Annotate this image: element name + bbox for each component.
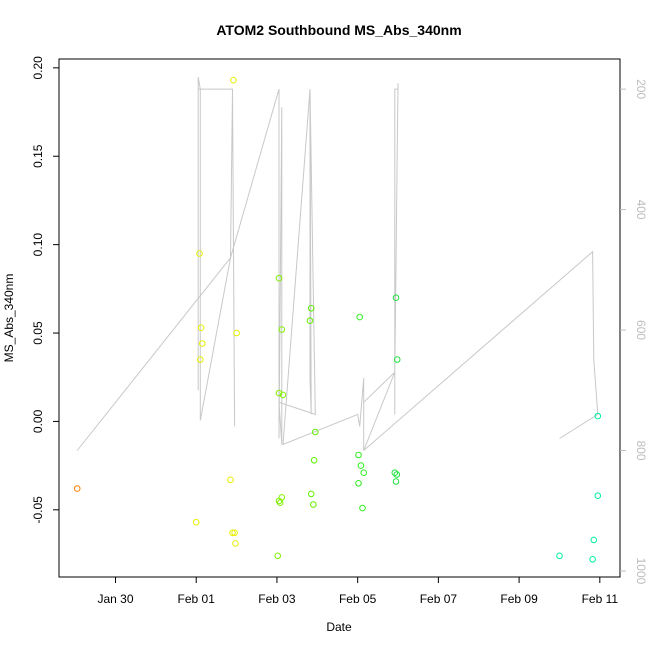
- plot-frame: [58, 58, 621, 578]
- data-point-6: [227, 476, 234, 484]
- data-point-3: [197, 324, 205, 332]
- data-point-13: [278, 326, 286, 333]
- data-point-2: [196, 250, 203, 257]
- y2-tick-label-4: 1000: [634, 558, 648, 585]
- x-axis-label: Date: [326, 620, 352, 634]
- data-point-11: [233, 329, 240, 337]
- y-tick-label-5: 0.20: [31, 56, 45, 80]
- y2-tick-label-3: 800: [634, 440, 648, 460]
- data-point-23: [310, 457, 318, 464]
- data-point-18: [278, 494, 286, 501]
- x-tick-label-0: Jan 30: [97, 592, 133, 606]
- data-point-10: [230, 76, 237, 84]
- chart-title: ATOM2 Southbound MS_Abs_340nm: [216, 22, 461, 38]
- x-tick-label-2: Feb 03: [258, 592, 296, 606]
- x-tick-label-3: Feb 05: [339, 592, 377, 606]
- x-tick-label-6: Feb 11: [582, 592, 619, 606]
- data-point-25: [310, 501, 317, 508]
- data-point-9: [232, 540, 239, 547]
- y2-tick-label-2: 600: [634, 320, 648, 340]
- y-tick-label-0: -0.05: [31, 496, 45, 524]
- data-point-12: [275, 274, 283, 282]
- y2-tick-label-1: 400: [634, 200, 648, 220]
- data-point-30: [355, 480, 362, 487]
- y-tick-label-3: 0.10: [31, 233, 45, 257]
- data-point-28: [357, 462, 365, 469]
- data-point-35: [393, 471, 401, 478]
- x-tick-label-1: Feb 01: [178, 592, 216, 606]
- y-tick-label-2: 0.05: [31, 321, 45, 345]
- data-point-34: [391, 469, 399, 477]
- data-point-8: [231, 529, 238, 537]
- x-tick-label-5: Feb 09: [500, 592, 538, 606]
- y-tick-label-1: 0.00: [31, 409, 45, 433]
- data-point-39: [589, 556, 596, 563]
- data-point-36: [392, 478, 400, 485]
- y2-tick-label-0: 200: [634, 79, 648, 99]
- data-point-26: [356, 313, 364, 321]
- data-point-38: [590, 536, 598, 544]
- data-point-32: [392, 294, 400, 302]
- data-point-0: [73, 485, 81, 492]
- data-point-33: [393, 356, 401, 363]
- y-axis-label: MS_Abs_340nm: [2, 274, 16, 363]
- data-point-15: [279, 391, 287, 399]
- data-point-20: [307, 305, 315, 312]
- data-point-29: [360, 469, 368, 477]
- data-point-22: [312, 428, 319, 436]
- data-point-24: [307, 490, 315, 498]
- data-point-40: [594, 412, 602, 420]
- plot-area: Jan 30 Feb 01 Feb 03 Feb 05 Feb 07 Feb 09 Feb …: [31, 56, 648, 606]
- depth-series-line: [76, 77, 599, 451]
- x-tick-label-4: Feb 07: [420, 592, 458, 606]
- data-point-31: [359, 504, 366, 512]
- y-tick-label-4: 0.15: [31, 144, 45, 168]
- data-point-4: [199, 340, 206, 347]
- data-point-14: [275, 389, 283, 397]
- data-point-41: [594, 492, 602, 500]
- data-point-7: [229, 529, 236, 537]
- data-point-37: [556, 552, 563, 560]
- data-point-1: [192, 518, 200, 526]
- data-point-21: [306, 317, 314, 325]
- data-point-19: [274, 552, 282, 560]
- data-point-5: [197, 356, 204, 363]
- data-point-27: [355, 451, 362, 459]
